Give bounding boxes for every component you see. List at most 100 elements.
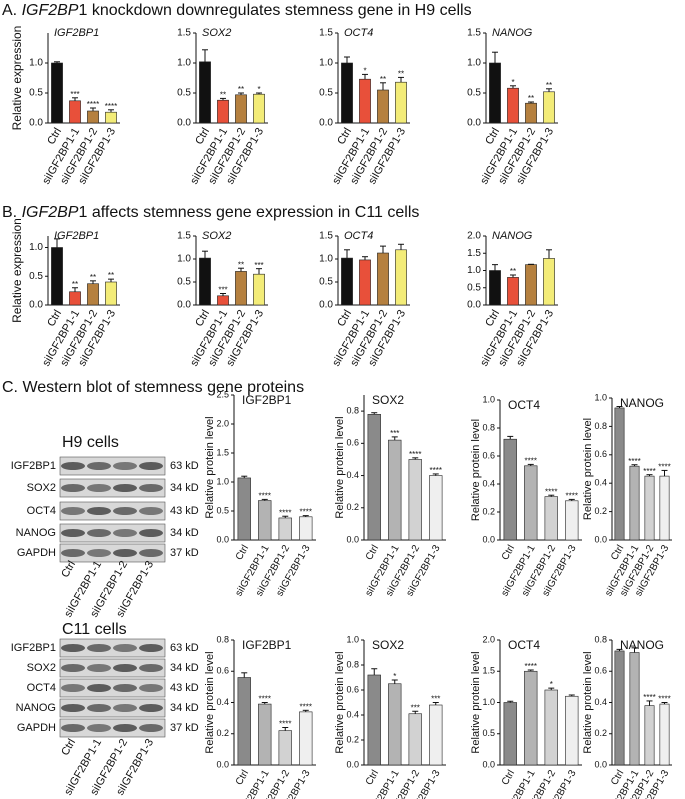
significance: * [511,78,514,87]
y-tick-label: 0.5 [319,88,333,99]
y-tick-label: 0.8 [594,634,607,644]
significance: **** [300,508,312,517]
y-tick-label: 2.0 [467,231,481,242]
significance: **** [105,102,117,111]
chart-title: SOX2 [202,230,231,242]
bar [644,475,655,541]
y-tick-label: 0.2 [346,502,359,512]
significance: ** [380,75,386,84]
protein-label: IGF2BP1 [11,460,56,472]
bar [278,730,292,766]
y-tick-label: 0.0 [177,300,191,311]
significance: **** [409,450,421,459]
bar [489,62,501,124]
size-label: 43 kD [170,682,199,694]
size-label: 34 kD [170,482,199,494]
blot-band [87,507,111,515]
bar [507,87,519,124]
significance: *** [431,695,440,704]
y-tick-label: 0.4 [346,470,359,480]
bar [359,78,371,124]
significance: *** [218,286,227,295]
chart-title: NANOG [492,27,533,39]
significance: ** [398,70,404,79]
y-tick-label: 0.4 [482,478,495,488]
significance: **** [525,662,537,671]
significance: **** [658,463,670,472]
chart-title: IGF2BP1 [54,27,99,39]
protein-label: GAPDH [17,547,56,559]
protein-label: NANOG [16,527,56,539]
bar [524,670,538,766]
lane-label: Ctrl [59,737,78,758]
y-axis-label: Relative protein level [582,651,594,753]
y-tick-label: 0.4 [594,478,607,488]
title-part: 1 knockdown downregulates stemness gene … [78,2,471,19]
y-tick-label: 0.0 [29,118,43,129]
blot-band [87,684,111,692]
blot-strip [59,638,166,658]
bar [51,62,63,124]
bar [614,407,625,541]
y-tick-label: 0.5 [29,271,43,282]
bar [105,281,117,306]
y-tick-label: 1.5 [177,231,191,242]
y-tick-label: 0.8 [346,659,359,669]
y-tick-label: 1.5 [319,231,333,242]
bar [544,496,558,541]
y-tick-label: 1.0 [319,254,333,265]
significance: ** [220,91,226,100]
y-tick-label: 0.0 [177,118,191,129]
bar [429,704,443,766]
y-tick-label: 2.0 [216,418,229,428]
bar [237,677,251,766]
bar [503,702,517,766]
x-tick-label: Ctrl [364,543,381,562]
y-axis-label: Relative expression [10,218,24,323]
chart-title: IGF2BP1 [242,638,292,652]
significance: *** [390,429,399,438]
section-title: C. Western blot of stemness gene protein… [2,379,304,396]
bar [235,94,247,124]
y-tick-label: 2.5 [216,389,229,399]
blot-band [87,549,111,557]
y-tick-label: 0.0 [482,534,495,544]
bar [69,100,81,124]
size-label: 34 kD [170,527,199,539]
y-tick-label: 0.2 [216,728,229,738]
blot-band [61,704,85,712]
blot-band [113,644,137,652]
blot-band [61,507,85,515]
blot-strip [59,718,166,738]
blot-title: H9 cells [62,434,119,451]
y-tick-label: 0.8 [594,421,607,431]
protein-label: NANOG [16,702,56,714]
blot-band [139,462,163,470]
blot-band [61,549,85,557]
blot-band [61,724,85,732]
size-label: 37 kD [170,722,199,734]
chart-title: OCT4 [344,27,373,39]
y-tick-label: 0.4 [216,697,229,707]
significance: **** [259,695,271,704]
title-part: IGF2BP [22,2,79,19]
bar [341,257,353,306]
y-tick-label: 1.0 [482,394,495,404]
bar [629,652,640,766]
y-tick-label: 1.0 [467,265,481,276]
y-tick-label: 1.0 [594,392,607,402]
bar [299,711,313,766]
significance: ** [546,81,552,90]
blot-band [139,704,163,712]
significance: ** [90,273,96,282]
y-axis-label: Relative protein level [470,651,482,753]
blot-band [113,664,137,672]
blot-band [113,724,137,732]
bar [395,249,407,306]
bar [659,703,670,766]
bar [199,257,211,306]
significance: * [257,85,260,94]
chart-title: NANOG [492,230,533,242]
bar [217,99,229,124]
